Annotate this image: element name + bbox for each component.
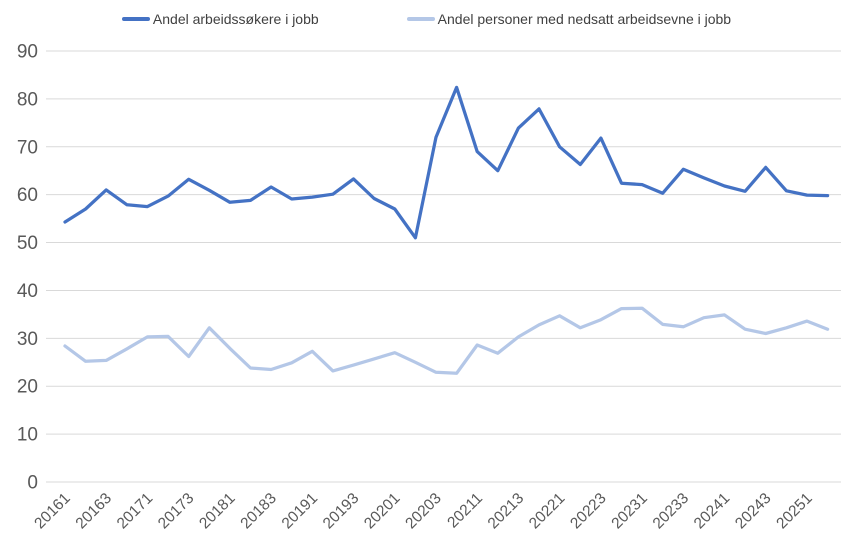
x-tick-label: 20171 bbox=[114, 490, 157, 533]
y-tick-label: 80 bbox=[17, 89, 38, 110]
x-tick-label: 20161 bbox=[31, 490, 74, 533]
y-tick-label: 90 bbox=[17, 41, 38, 62]
x-tick-label: 20211 bbox=[444, 490, 486, 532]
y-tick-label: 0 bbox=[27, 473, 38, 494]
x-tick-label: 20243 bbox=[732, 490, 775, 533]
x-tick-label: 20203 bbox=[402, 490, 445, 533]
y-tick-label: 10 bbox=[17, 425, 38, 446]
y-tick-label: 40 bbox=[17, 281, 38, 302]
x-tick-label: 20221 bbox=[526, 490, 569, 533]
x-tick-label: 20181 bbox=[196, 490, 239, 533]
y-tick-label: 50 bbox=[17, 233, 38, 254]
x-tick-label: 20223 bbox=[567, 490, 610, 533]
x-tick-label: 20201 bbox=[361, 490, 404, 533]
x-tick-label: 20173 bbox=[155, 490, 198, 533]
x-tick-label: 20163 bbox=[73, 490, 116, 533]
x-tick-label: 20233 bbox=[650, 490, 693, 533]
series-line-0 bbox=[63, 85, 830, 240]
x-tick-label: 20191 bbox=[279, 490, 322, 533]
x-tick-label: 20193 bbox=[320, 490, 363, 533]
x-tick-label: 20183 bbox=[237, 490, 280, 533]
y-tick-label: 20 bbox=[17, 377, 38, 398]
y-tick-label: 60 bbox=[17, 185, 38, 206]
y-tick-label: 30 bbox=[17, 329, 38, 350]
x-tick-label: 20213 bbox=[485, 490, 528, 533]
x-tick-label: 20251 bbox=[773, 490, 816, 533]
x-tick-label: 20241 bbox=[691, 490, 734, 533]
x-tick-label: 20231 bbox=[608, 490, 651, 533]
series-line-1 bbox=[63, 306, 830, 375]
y-tick-label: 70 bbox=[17, 137, 38, 158]
